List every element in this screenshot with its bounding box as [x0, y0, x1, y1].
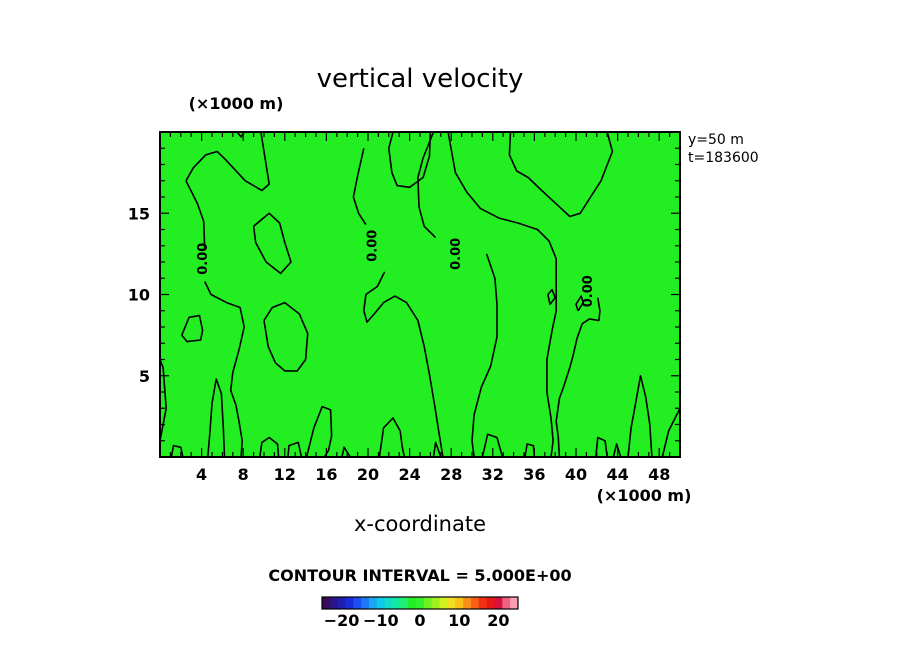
info-y-position: y=50 m — [688, 132, 744, 148]
y-tick-label: 15 — [128, 204, 150, 223]
colorbar-swatch — [470, 597, 480, 609]
contour-line — [627, 375, 653, 458]
colorbar-tick-label: −20 — [324, 611, 360, 630]
contour-line — [661, 407, 681, 458]
colorbar-swatch — [463, 597, 472, 609]
contour-line — [575, 295, 585, 312]
colorbar — [321, 596, 519, 610]
colorbar-swatch — [510, 597, 519, 609]
colorbar-frame — [321, 596, 519, 610]
x-tick-label: 16 — [315, 465, 337, 484]
contour-label: 0.00 — [581, 275, 596, 307]
colorbar-swatch — [447, 597, 456, 609]
colorbar-tick-label: −10 — [363, 611, 399, 630]
colorbar-swatch — [423, 597, 433, 609]
contour-lines — [159, 131, 681, 458]
contour-labels: 0.00 0.00 0.00 0.00 — [196, 230, 596, 308]
colorbar-swatch — [502, 597, 511, 609]
y-tick-label: 10 — [128, 286, 150, 305]
colorbar-swatch — [384, 597, 393, 609]
contour-line — [207, 378, 226, 458]
contour-line — [341, 446, 351, 458]
colorbar-swatch — [322, 597, 331, 609]
colorbar-tick-label: 10 — [448, 611, 470, 630]
contour-line — [555, 297, 601, 458]
colorbar-swatch — [431, 597, 440, 609]
x-tick-label: 48 — [648, 465, 670, 484]
contour-line — [287, 441, 303, 458]
x-tick-label: 28 — [440, 465, 462, 484]
colorbar-swatch — [416, 597, 425, 609]
colorbar-tick-label: 0 — [414, 611, 425, 630]
contour-line — [447, 131, 557, 458]
contour-line — [185, 180, 206, 250]
contour-line — [181, 314, 204, 343]
colorbar-swatch — [345, 597, 354, 609]
chart-title: vertical velocity — [317, 64, 524, 94]
minor-ticks — [160, 132, 680, 457]
x-tick-label: 20 — [357, 465, 379, 484]
colorbar-tick-label: 20 — [487, 611, 509, 630]
info-time: t=183600 — [688, 150, 759, 166]
colorbar-swatch — [455, 597, 464, 609]
colorbar-swatch — [376, 597, 386, 609]
x-tick-label: 36 — [523, 465, 545, 484]
colorbar-swatch — [353, 597, 362, 609]
contour-line — [170, 444, 184, 458]
contour-line — [547, 288, 556, 306]
colorbar-swatch — [400, 597, 409, 609]
contour-line — [252, 212, 292, 275]
contour-line — [263, 301, 309, 372]
y-tick-label: 5 — [139, 367, 150, 386]
contour-line — [203, 281, 245, 458]
contour-line — [471, 253, 498, 458]
contour-line — [388, 131, 432, 189]
x-axis-unit: (×1000 m) — [597, 486, 692, 505]
contour-line — [417, 131, 437, 239]
x-tick-label: 32 — [482, 465, 504, 484]
colorbar-swatch — [361, 597, 370, 609]
colorbar-swatch — [408, 597, 417, 609]
x-axis-label: x-coordinate — [354, 512, 486, 536]
contour-line — [305, 405, 333, 458]
colorbar-swatch — [439, 597, 448, 609]
colorbar-swatch — [486, 597, 495, 609]
contour-line — [185, 131, 270, 192]
y-axis-unit: (×1000 m) — [189, 94, 284, 113]
colorbar-tick-labels: −20 −10 0 10 20 — [324, 611, 510, 630]
x-tick-label: 24 — [398, 465, 420, 484]
x-tick-labels: 4 8 12 16 20 24 28 32 36 40 44 48 — [196, 465, 670, 484]
contour-line — [352, 148, 367, 226]
contour-line — [508, 131, 614, 218]
x-tick-label: 12 — [274, 465, 296, 484]
contour-label: 0.00 — [366, 230, 381, 262]
contour-line — [363, 271, 444, 458]
colorbar-swatch — [392, 597, 401, 609]
contour-line — [481, 433, 503, 458]
contour-line — [595, 436, 608, 458]
contour-line — [612, 443, 622, 458]
contour-line — [259, 436, 280, 458]
y-tick-labels: 5 10 15 — [128, 204, 150, 386]
contour-label: 0.00 — [449, 238, 464, 270]
x-tick-label: 44 — [606, 465, 628, 484]
colorbar-swatch — [369, 597, 378, 609]
contour-label: 0.00 — [196, 243, 211, 275]
colorbar-swatch — [329, 597, 338, 609]
colorbar-swatch — [478, 597, 487, 609]
contour-interval: CONTOUR INTERVAL = 5.000E+00 — [268, 566, 571, 585]
contour-line — [378, 417, 406, 458]
colorbar-swatch — [494, 597, 503, 609]
x-tick-label: 40 — [565, 465, 587, 484]
colorbar-swatch — [337, 597, 346, 609]
plot-field — [160, 132, 680, 457]
x-tick-label: 4 — [196, 465, 207, 484]
contour-line — [432, 441, 442, 458]
x-tick-label: 8 — [238, 465, 249, 484]
